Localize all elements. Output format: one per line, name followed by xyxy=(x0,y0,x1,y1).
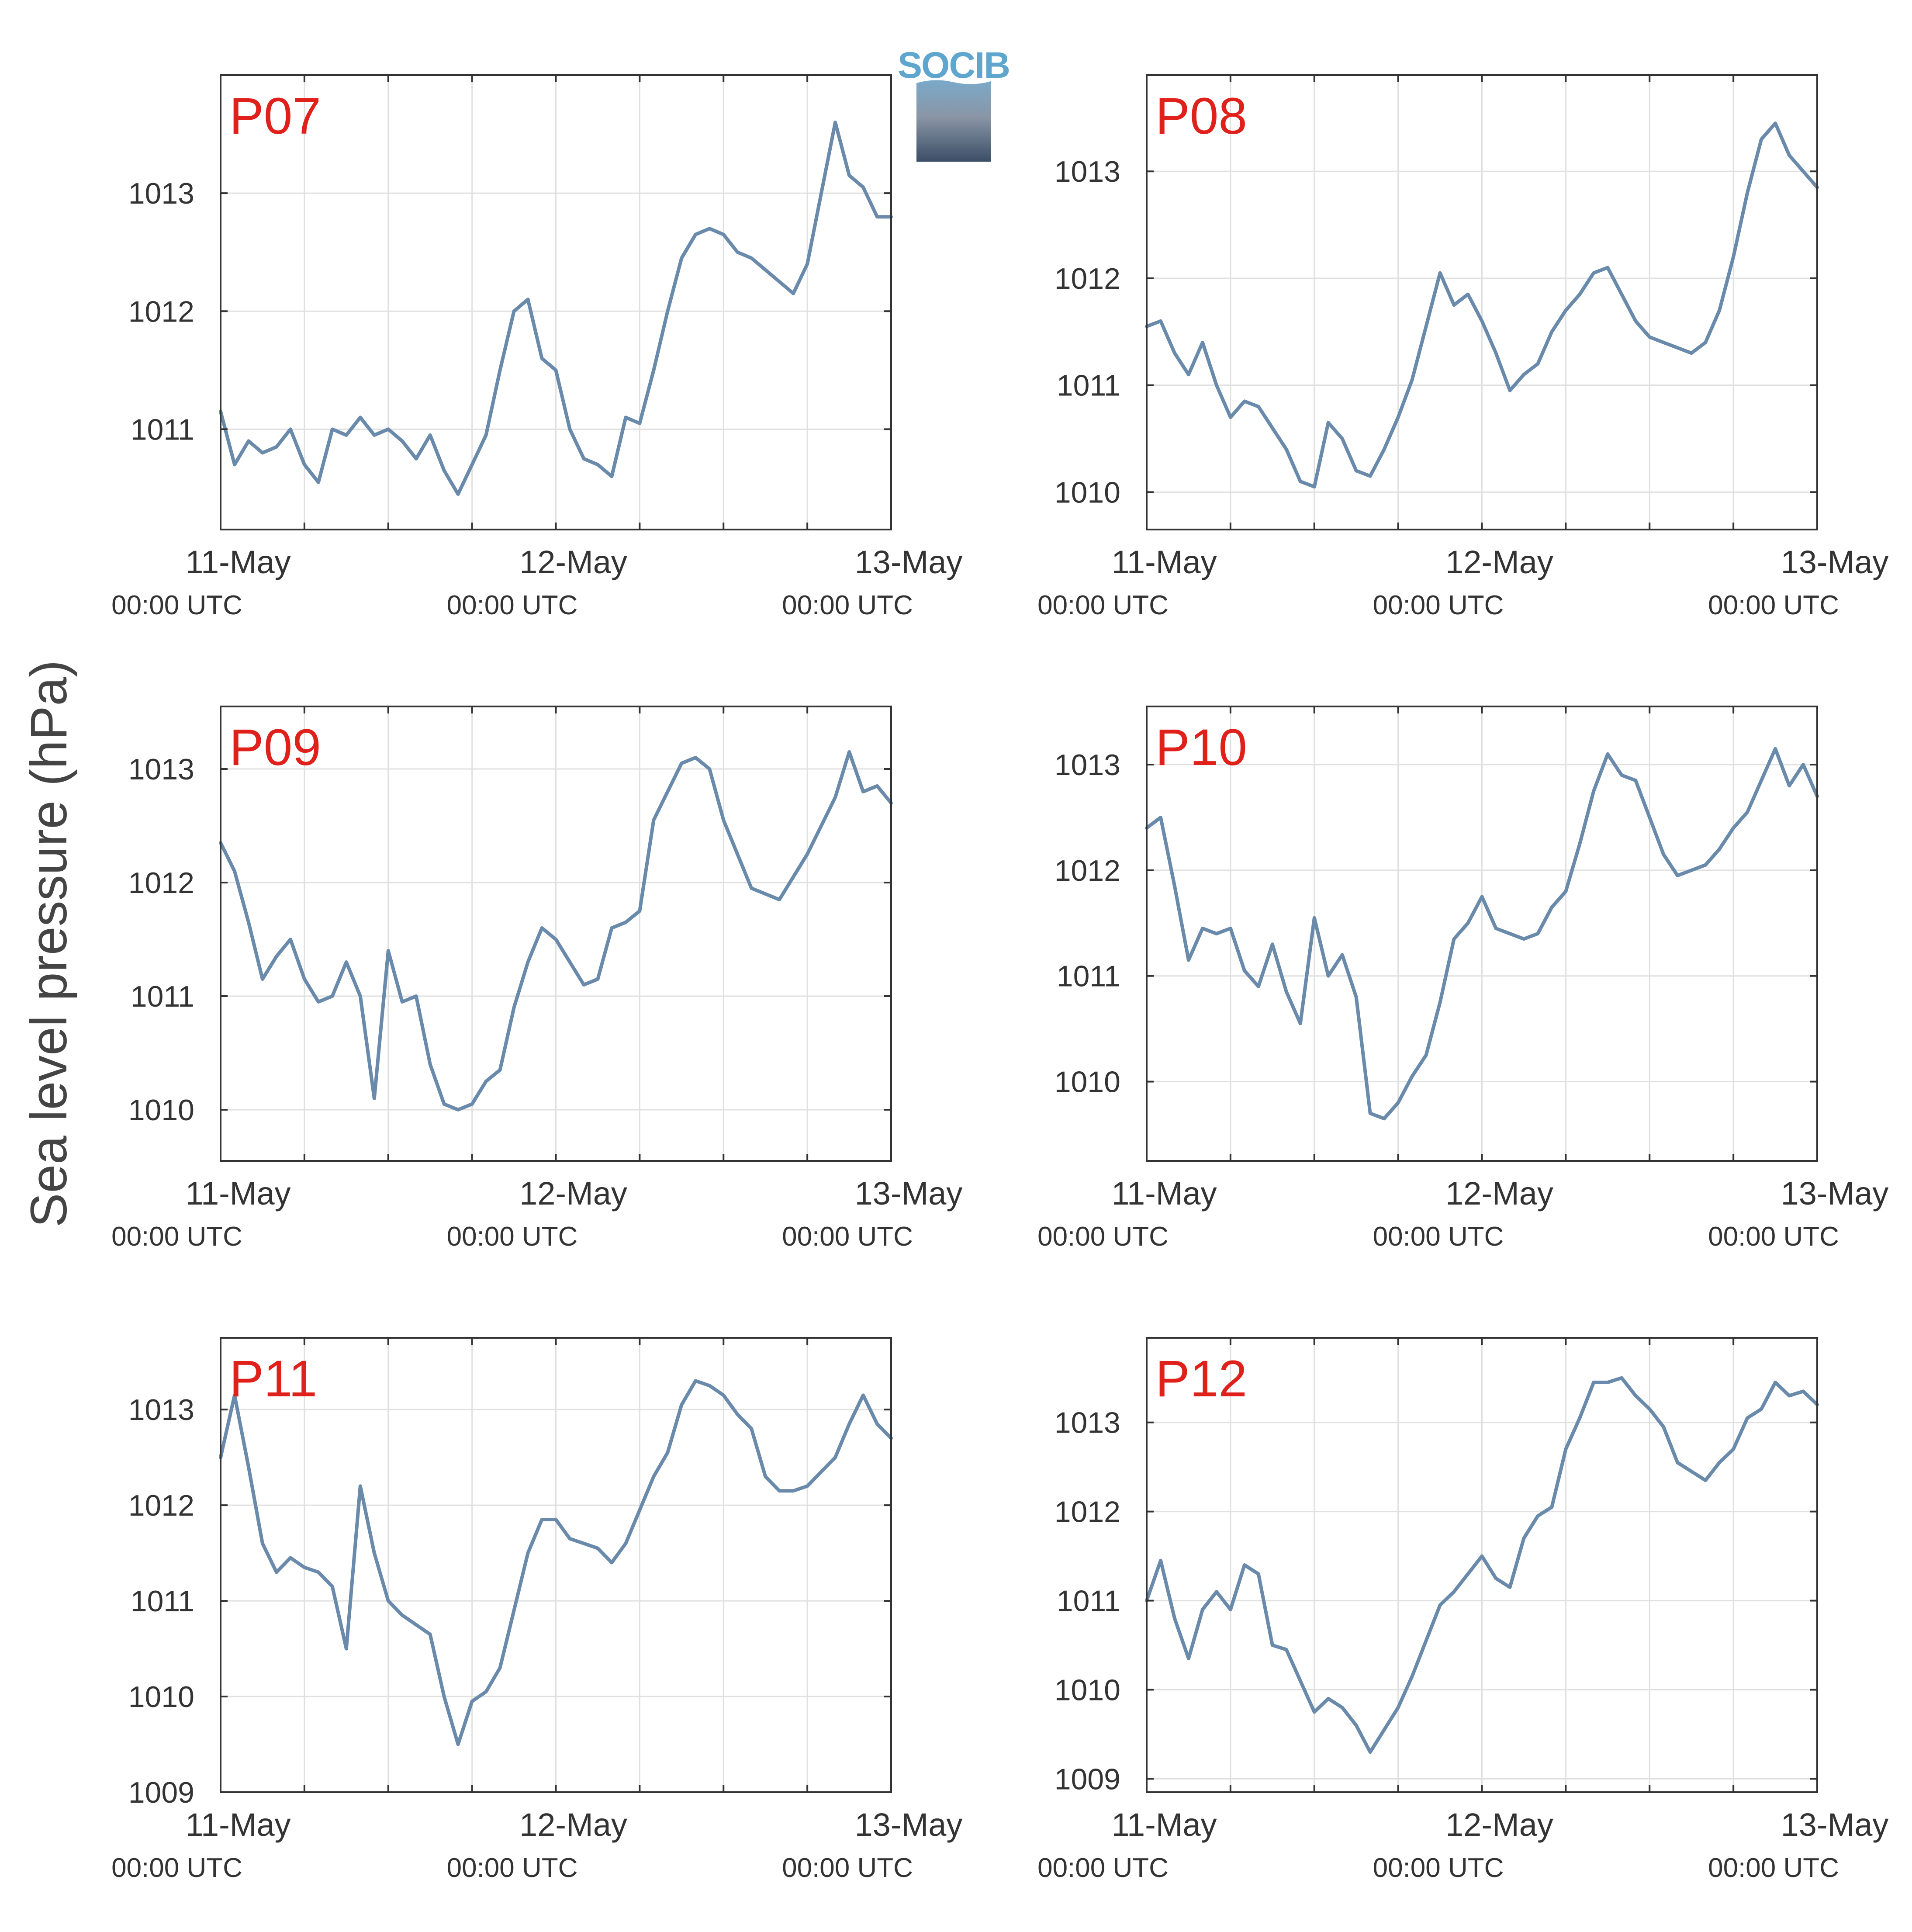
x-tick-label-date: 13-May xyxy=(1781,1175,1889,1212)
panel-label: P07 xyxy=(229,87,321,145)
socib-logo: SOCIB xyxy=(898,45,1010,162)
y-tick-label: 1011 xyxy=(131,980,194,1013)
panel-p07: 1011 1012 1013 11-May 00:00 UTC 12-May 00:00 U… xyxy=(111,74,963,620)
y-tick-label: 1010 xyxy=(128,1094,194,1127)
y-tick-label: 1010 xyxy=(1055,1066,1120,1099)
x-tick-label-time: 00:00 UTC xyxy=(1037,1853,1169,1883)
x-tick-label-date: 12-May xyxy=(1445,1175,1553,1212)
y-tick-label: 1012 xyxy=(128,295,194,328)
x-tick-label-time: 00:00 UTC xyxy=(1708,590,1839,620)
panel-p12: 1009 1010 1011 1012 1013 11-May 00:00 UTC 12-Ma… xyxy=(1037,1337,1889,1883)
series-line xyxy=(219,750,893,1111)
x-tick-label-date: 12-May xyxy=(519,1175,627,1212)
x-tick-label-date: 13-May xyxy=(855,1175,963,1212)
x-tick-label-date: 11-May xyxy=(1111,544,1217,580)
x-tick-label-time: 00:00 UTC xyxy=(1037,1222,1169,1252)
x-tick-label-date: 13-May xyxy=(1781,1807,1889,1843)
x-tick-label-time: 00:00 UTC xyxy=(1708,1853,1839,1883)
x-tick-label-time: 00:00 UTC xyxy=(1708,1222,1839,1252)
x-tick-label-time: 00:00 UTC xyxy=(782,1222,913,1252)
panel-label: P08 xyxy=(1155,87,1247,145)
y-tick-label: 1010 xyxy=(128,1680,194,1714)
y-tick-label: 1013 xyxy=(128,177,194,210)
x-tick-label-date: 12-May xyxy=(1445,544,1553,580)
x-tick-label-date: 11-May xyxy=(1111,1175,1217,1212)
panel-label: P10 xyxy=(1155,719,1247,776)
x-tick-label-time: 00:00 UTC xyxy=(1373,1853,1504,1883)
series-line xyxy=(219,121,893,496)
x-tick-label-date: 13-May xyxy=(1781,544,1889,580)
series-line xyxy=(219,1379,893,1746)
panel-label: P12 xyxy=(1155,1350,1247,1408)
y-tick-label: 1013 xyxy=(128,753,194,786)
y-tick-label: 1011 xyxy=(131,413,194,446)
x-tick-label-date: 11-May xyxy=(185,1175,290,1212)
y-tick-label: 1011 xyxy=(1057,1585,1120,1618)
x-tick-label-time: 00:00 UTC xyxy=(1373,1222,1504,1252)
y-tick-label: 1013 xyxy=(128,1393,194,1426)
x-tick-label-time: 00:00 UTC xyxy=(447,1222,578,1252)
panel-p08: 1010 1011 1012 1013 11-May 00:00 UTC 12-May 00:… xyxy=(1037,74,1889,620)
x-tick-label-time: 00:00 UTC xyxy=(111,1853,242,1883)
x-tick-label-time: 00:00 UTC xyxy=(447,590,578,620)
y-tick-label: 1010 xyxy=(1055,476,1120,509)
x-tick-label-time: 00:00 UTC xyxy=(1373,590,1504,620)
x-tick-label-time: 00:00 UTC xyxy=(447,1853,578,1883)
panel-p11: 1009 1010 1011 1012 1013 11-May 00:00 UTC 12-Ma… xyxy=(111,1337,963,1883)
x-tick-label-date: 11-May xyxy=(185,544,290,580)
panels: 1011 1012 1013 11-May 00:00 UTC 12-May 00:00 U… xyxy=(111,74,1889,1883)
y-tick-label: 1010 xyxy=(1055,1673,1120,1707)
series-line xyxy=(1145,121,1819,489)
x-tick-label-date: 13-May xyxy=(855,1807,963,1843)
panel-p10: 1010 1011 1012 1013 11-May 00:00 UTC 12-May 00:… xyxy=(1037,706,1888,1252)
panel-label: P09 xyxy=(229,719,321,776)
y-tick-label: 1011 xyxy=(131,1585,194,1618)
x-tick-label-date: 12-May xyxy=(519,1807,627,1843)
x-tick-label-time: 00:00 UTC xyxy=(111,1222,242,1252)
x-tick-label-date: 11-May xyxy=(1111,1807,1217,1843)
x-tick-label-date: 12-May xyxy=(1445,1807,1553,1843)
series-line xyxy=(1145,1376,1819,1754)
x-tick-label-time: 00:00 UTC xyxy=(782,1853,913,1883)
y-tick-label: 1009 xyxy=(1055,1762,1120,1796)
panel-label: P11 xyxy=(229,1350,317,1408)
series-line xyxy=(1145,747,1819,1121)
y-tick-label: 1013 xyxy=(1055,1406,1120,1440)
x-tick-label-date: 12-May xyxy=(519,544,627,580)
y-tick-label: 1012 xyxy=(128,866,194,900)
panel-p09: 1010 1011 1012 1013 11-May 00:00 UTC 12-May 00:… xyxy=(111,706,962,1252)
y-tick-label: 1011 xyxy=(1057,369,1120,402)
y-tick-label: 1013 xyxy=(1055,748,1120,782)
y-tick-label: 1012 xyxy=(1055,1496,1120,1529)
y-axis-label: Sea level pressure (hPa) xyxy=(20,660,78,1228)
y-tick-label: 1012 xyxy=(1055,262,1120,295)
x-tick-label-date: 13-May xyxy=(855,544,963,580)
y-tick-label: 1013 xyxy=(1055,155,1120,188)
x-tick-label-date: 11-May xyxy=(185,1807,290,1843)
x-tick-label-time: 00:00 UTC xyxy=(1037,590,1169,620)
y-tick-label: 1011 xyxy=(1057,960,1120,993)
y-tick-label: 1012 xyxy=(128,1489,194,1522)
y-tick-label: 1012 xyxy=(1055,854,1120,887)
y-tick-label: 1009 xyxy=(128,1776,194,1809)
logo-text: SOCIB xyxy=(898,45,1010,86)
x-tick-label-time: 00:00 UTC xyxy=(782,590,913,620)
x-tick-label-time: 00:00 UTC xyxy=(111,590,242,620)
